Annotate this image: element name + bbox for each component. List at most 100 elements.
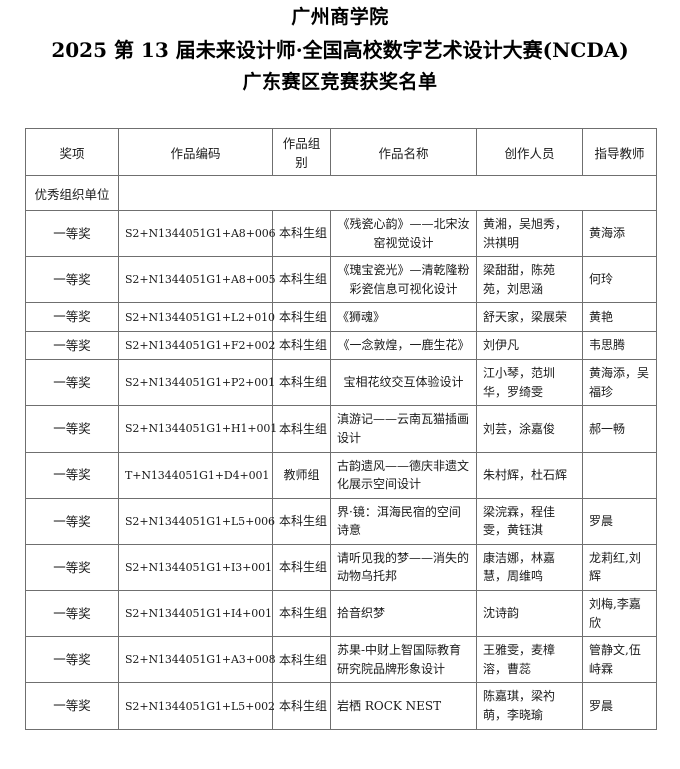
cell-work-group: 本科生组 (272, 209, 331, 258)
column-header-name: 作品名称 (330, 128, 477, 176)
cell-award: 一等奖 (25, 302, 119, 332)
cell-work-code: T+N1344051G1+D4+001 (118, 451, 273, 499)
organization-label: 优秀组织单位 (25, 175, 119, 211)
cell-work-group: 本科生组 (272, 497, 331, 545)
cell-teacher: 罗晨 (582, 682, 657, 730)
cell-work-group: 本科生组 (272, 256, 331, 304)
title-line-region: 广东赛区竞赛获奖名单 (242, 71, 438, 93)
cell-teacher: 管静文,伍峙霖 (582, 636, 657, 684)
table-row: 一等奖 S2+N1344051G1+H1+001 本科生组 滇游记——云南瓦猫插画设计… (25, 405, 657, 453)
cell-award: 一等奖 (25, 543, 119, 592)
cell-work-name: 滇游记——云南瓦猫插画设计 (330, 405, 477, 453)
column-header-teacher: 指导教师 (582, 128, 657, 176)
cell-work-name: 拾音织梦 (330, 590, 477, 638)
cell-teacher (582, 451, 657, 499)
cell-work-group: 本科生组 (272, 330, 331, 361)
cell-work-group: 本科生组 (272, 636, 331, 684)
cell-award: 一等奖 (25, 590, 119, 638)
cell-authors: 刘芸，涂嘉俊 (476, 405, 583, 453)
cell-work-code: S2+N1344051G1+L2+010 (118, 302, 275, 332)
cell-authors: 黄湘，吴旭秀，洪祺明 (476, 209, 583, 258)
cell-work-code: S2+N1344051G1+P2+001 (118, 359, 275, 407)
table-row: 一等奖 S2+N1344051G1+I3+001 本科生组 请听见我的梦——消失的动物… (25, 543, 657, 592)
cell-award: 一等奖 (25, 209, 119, 258)
table-row: 一等奖 S2+N1344051G1+I4+001 本科生组 拾音织梦 沈诗韵 刘梅,李嘉欣 (25, 590, 657, 638)
title-line-institution: 广州商学院 (291, 6, 389, 28)
award-table-wrapper: 奖项 作品编码 作品组别 作品名称 创作人员 指导教师 优秀组织单位 一等奖 S2… (25, 128, 657, 730)
cell-teacher: 何玲 (582, 256, 657, 304)
cell-teacher: 罗晨 (582, 497, 657, 545)
table-row: 一等奖 S2+N1344051G1+A8+005 本科生组 《瑰宝瓷光》—清乾隆粉彩瓷… (25, 256, 657, 304)
cell-award: 一等奖 (25, 256, 119, 304)
cell-teacher: 韦思腾 (582, 330, 657, 361)
table-header: 奖项 作品编码 作品组别 作品名称 创作人员 指导教师 (25, 128, 657, 176)
cell-award: 一等奖 (25, 682, 119, 730)
cell-work-name: 界·镜：洱海民宿的空间诗意 (330, 497, 477, 545)
cell-work-code: S2+N1344051G1+A8+006 (118, 209, 276, 258)
table-row: 一等奖 S2+N1344051G1+L5+002 本科生组 岩栖 ROCK NEST 陈… (25, 682, 657, 730)
cell-work-name: 《残瓷心韵》——北宋汝窑视觉设计 (330, 209, 477, 258)
cell-work-group: 本科生组 (272, 543, 331, 592)
cell-authors: 朱村辉，杜石辉 (476, 451, 583, 499)
cell-work-code: S2+N1344051G1+F2+002 (118, 330, 275, 361)
cell-authors: 沈诗韵 (476, 590, 583, 638)
table-row: 一等奖 S2+N1344051G1+L5+006 本科生组 界·镜：洱海民宿的空间诗意… (25, 497, 657, 545)
cell-work-group: 本科生组 (272, 359, 331, 407)
cell-work-name: 苏果-中财上智国际教育研究院品牌形象设计 (330, 636, 477, 684)
cell-authors: 刘伊凡 (476, 330, 583, 361)
table-row: 一等奖 T+N1344051G1+D4+001 教师组 古韵遗风——德庆非遗文化展示空… (25, 451, 657, 499)
cell-work-code: S2+N1344051G1+A3+008 (118, 636, 276, 684)
cell-work-code: S2+N1344051G1+I4+001 (118, 590, 273, 638)
table-body: 一等奖 S2+N1344051G1+A8+006 本科生组 《残瓷心韵》——北宋汝窑视… (25, 209, 657, 730)
cell-authors: 梁浣霖，程佳雯，黄钰淇 (476, 497, 583, 545)
cell-work-name: 《一念敦煌，一鹿生花》 (330, 330, 477, 361)
column-header-group: 作品组别 (272, 128, 331, 176)
cell-work-code: S2+N1344051G1+I3+001 (118, 543, 273, 592)
cell-award: 一等奖 (25, 405, 119, 453)
cell-work-code: S2+N1344051G1+H1+001 (118, 405, 277, 453)
cell-award: 一等奖 (25, 359, 119, 407)
cell-award: 一等奖 (25, 636, 119, 684)
title-line-competition: 2025 第 13 届未来设计师·全国高校数字艺术设计大赛(NCDA) (51, 38, 629, 62)
cell-authors: 康洁娜，林嘉慧，周维鸣 (476, 543, 583, 592)
cell-work-group: 本科生组 (272, 682, 331, 730)
table-row: 一等奖 S2+N1344051G1+L2+010 本科生组 《狮魂》 舒天家，梁展荣 黄艳 (25, 302, 657, 332)
cell-work-name: 岩栖 ROCK NEST (330, 682, 477, 730)
cell-work-name: 《瑰宝瓷光》—清乾隆粉彩瓷信息可视化设计 (330, 256, 477, 304)
cell-award: 一等奖 (25, 451, 119, 499)
table-row: 一等奖 S2+N1344051G1+P2+001 本科生组 宝相花纹交互体验设计 江小琴… (25, 359, 657, 407)
organization-row: 优秀组织单位 (25, 175, 657, 211)
table-row: 一等奖 S2+N1344051G1+A8+006 本科生组 《残瓷心韵》——北宋汝窑视… (25, 209, 657, 258)
cell-authors: 舒天家，梁展荣 (476, 302, 583, 332)
cell-work-group: 本科生组 (272, 302, 331, 332)
cell-teacher: 黄海添，吴福珍 (582, 359, 657, 407)
cell-authors: 梁甜甜，陈苑苑，刘思涵 (476, 256, 583, 304)
org-section: 优秀组织单位 (25, 175, 657, 211)
document-title-block: 广州商学院 2025 第 13 届未来设计师·全国高校数字艺术设计大赛(NCDA… (0, 0, 680, 92)
cell-work-name: 《狮魂》 (330, 302, 477, 332)
cell-authors: 王雅雯，麦樟溶，曹蕊 (476, 636, 583, 684)
organization-value (118, 175, 657, 211)
cell-teacher: 黄海添 (582, 209, 657, 258)
column-header-code: 作品编码 (118, 128, 273, 176)
cell-work-group: 本科生组 (272, 590, 331, 638)
cell-work-group: 教师组 (272, 451, 331, 499)
cell-authors: 江小琴，范圳华，罗绮雯 (476, 359, 583, 407)
cell-work-code: S2+N1344051G1+L5+002 (118, 682, 275, 730)
header-row: 奖项 作品编码 作品组别 作品名称 创作人员 指导教师 (25, 128, 657, 176)
cell-work-name: 请听见我的梦——消失的动物乌托邦 (330, 543, 477, 592)
cell-work-name: 宝相花纹交互体验设计 (330, 359, 477, 407)
cell-work-code: S2+N1344051G1+L5+006 (118, 497, 275, 545)
column-header-award: 奖项 (25, 128, 119, 176)
cell-work-group: 本科生组 (272, 405, 331, 453)
table-row: 一等奖 S2+N1344051G1+A3+008 本科生组 苏果-中财上智国际教育研究… (25, 636, 657, 684)
award-table: 奖项 作品编码 作品组别 作品名称 创作人员 指导教师 优秀组织单位 一等奖 S2… (25, 128, 657, 730)
cell-teacher: 郝一畅 (582, 405, 657, 453)
cell-work-code: S2+N1344051G1+A8+005 (118, 256, 276, 304)
cell-teacher: 龙莉红,刘辉 (582, 543, 657, 592)
cell-award: 一等奖 (25, 497, 119, 545)
cell-teacher: 刘梅,李嘉欣 (582, 590, 657, 638)
column-header-authors: 创作人员 (476, 128, 583, 176)
cell-award: 一等奖 (25, 330, 119, 361)
